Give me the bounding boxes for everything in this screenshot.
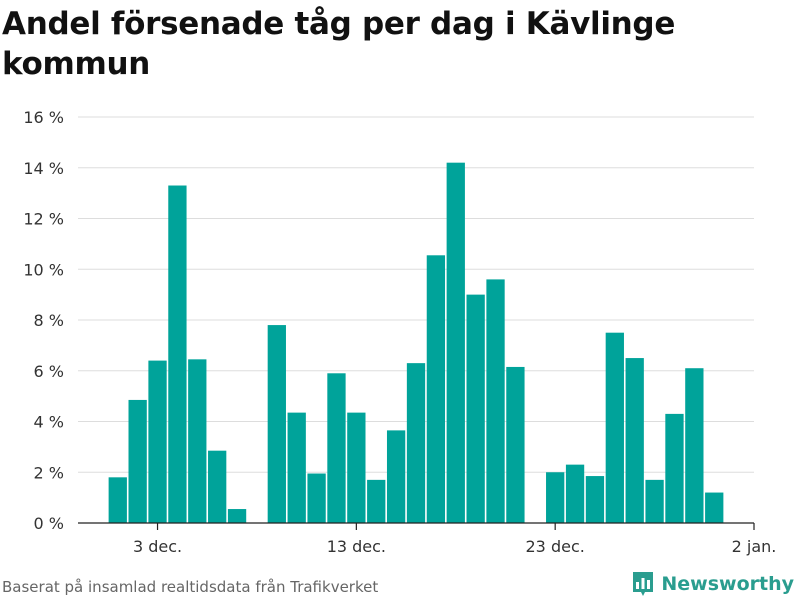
source-note: Baserat på insamlad realtidsdata från Tr… [2, 578, 379, 596]
x-tick-label: 3 dec. [133, 537, 182, 556]
bar [386, 430, 406, 523]
bar [466, 294, 485, 523]
bar [267, 325, 286, 523]
bar [705, 492, 724, 523]
x-tick-label: 23 dec. [526, 537, 585, 556]
bar [685, 368, 704, 523]
bar [128, 399, 147, 523]
y-tick-label: 12 % [23, 210, 64, 229]
bar [168, 185, 187, 523]
bar [486, 279, 505, 523]
bar [506, 366, 525, 523]
chart-title: Andel försenade tåg per dag i Kävlinge k… [2, 6, 676, 82]
brand-name: Newsworthy [661, 573, 794, 595]
bar [605, 332, 624, 523]
y-tick-label: 14 % [23, 159, 64, 178]
y-tick-label: 16 % [23, 108, 64, 127]
y-tick-label: 4 % [34, 413, 64, 432]
brand-logo: Newsworthy [631, 570, 794, 598]
bar [446, 162, 465, 524]
bar [287, 412, 306, 523]
bar [546, 472, 565, 523]
y-tick-label: 6 % [34, 362, 64, 381]
bar [565, 464, 585, 523]
bar [108, 477, 127, 523]
x-tick-label: 2 jan. [732, 537, 777, 556]
bar [406, 363, 426, 523]
bar [625, 358, 644, 523]
y-tick-label: 10 % [23, 260, 64, 279]
bar [665, 413, 684, 523]
bar [426, 255, 446, 523]
y-tick-label: 2 % [34, 463, 64, 482]
bar-chart-logo-icon [633, 572, 654, 596]
bar [188, 359, 207, 523]
bar [367, 479, 386, 523]
bar [227, 509, 247, 523]
bar [347, 412, 366, 523]
bar [645, 479, 664, 523]
bar [208, 450, 227, 523]
x-tick-label: 13 dec. [327, 537, 386, 556]
bar [148, 360, 167, 523]
bar [585, 476, 605, 523]
y-tick-label: 0 % [34, 514, 64, 533]
bar [327, 373, 346, 523]
bar [307, 473, 326, 523]
y-tick-label: 8 % [34, 311, 64, 330]
